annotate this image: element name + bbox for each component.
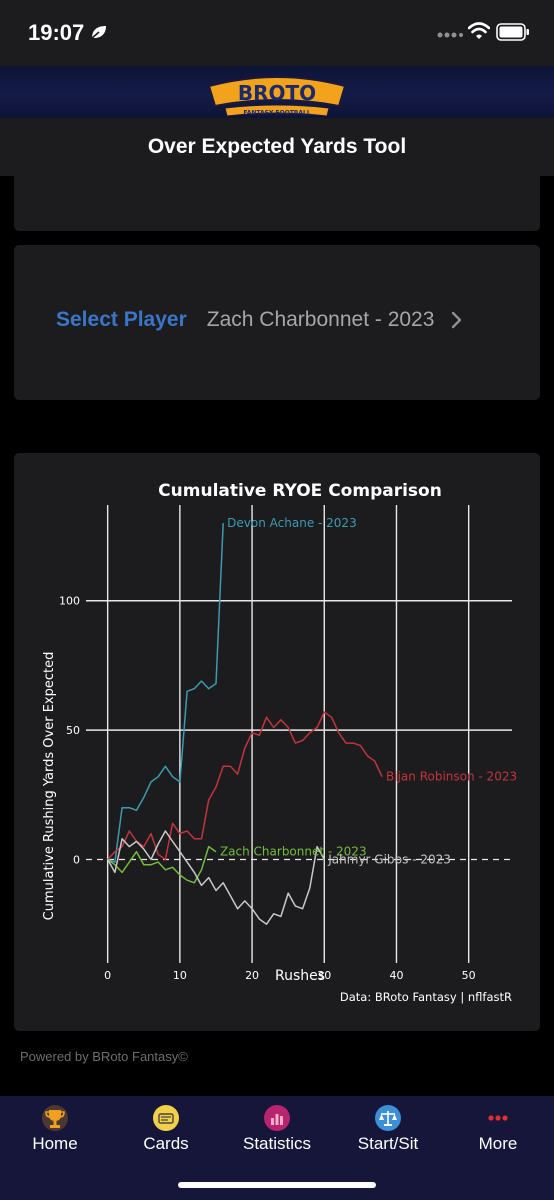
chart-card: Cumulative RYOE Comparison 0 10 20 30 40 50 0 5… xyxy=(14,453,540,1031)
broto-logo: BROTO FANTASY FOOTBALL xyxy=(207,76,347,117)
series-end-label: Devon Achane - 2023 xyxy=(227,516,357,530)
status-time: 19:07 xyxy=(28,20,85,45)
home-indicator xyxy=(178,1182,376,1188)
series-end-label: Jahmyr Gibbs - 2023 xyxy=(327,852,451,866)
series-line xyxy=(107,830,325,925)
tab-home[interactable]: Home xyxy=(0,1104,110,1154)
x-tick-label: 0 xyxy=(104,969,111,982)
select-player-label[interactable]: Select Player xyxy=(56,308,187,331)
page-title: Over Expected Yards Tool xyxy=(147,135,407,158)
series-line xyxy=(107,523,224,863)
trophy-icon xyxy=(42,1105,68,1131)
x-tick-label: 40 xyxy=(389,969,403,982)
selected-player-value[interactable]: Zach Charbonnet - 2023 xyxy=(206,308,435,331)
chart-source-note: Data: BRoto Fantasy | nflfastR xyxy=(340,990,512,1004)
powered-by-text: Powered by BRoto Fantasy© xyxy=(20,1049,188,1064)
svg-text:FANTASY FOOTBALL: FANTASY FOOTBALL xyxy=(243,110,311,117)
tab-statistics-label[interactable]: Statistics xyxy=(242,1134,312,1153)
y-tick-label: 100 xyxy=(59,595,80,608)
chart-title: Cumulative RYOE Comparison xyxy=(158,481,442,501)
title-bar: Over Expected Yards Tool xyxy=(0,118,554,176)
status-bar: 19:07 xyxy=(0,0,554,66)
series-end-label: Bijan Robinson - 2023 xyxy=(386,770,517,784)
top-card xyxy=(14,176,540,231)
series-end-label: Zach Charbonnet - 2023 xyxy=(220,845,367,859)
chevron-right-icon[interactable] xyxy=(450,311,462,329)
series-line xyxy=(107,845,217,884)
x-tick-label: 30 xyxy=(317,969,331,982)
scales-icon xyxy=(375,1105,401,1131)
ryoe-chart: Cumulative RYOE Comparison 0 10 20 30 40 50 0 5… xyxy=(42,481,517,1004)
x-tick-label: 50 xyxy=(462,969,476,982)
more-dots-icon xyxy=(488,1115,508,1121)
tab-more[interactable]: More xyxy=(443,1104,553,1154)
battery-icon xyxy=(496,23,529,41)
signal-icon xyxy=(437,32,463,38)
wifi-icon xyxy=(468,22,490,39)
tab-start-sit-label[interactable]: Start/Sit xyxy=(357,1134,419,1153)
tab-more-label[interactable]: More xyxy=(478,1134,518,1153)
y-tick-label: 50 xyxy=(66,724,80,737)
svg-text:BROTO: BROTO xyxy=(238,81,316,105)
tab-statistics[interactable]: Statistics xyxy=(222,1104,332,1154)
cards-icon xyxy=(153,1105,179,1131)
x-axis-label: Rushes xyxy=(275,968,325,984)
tab-start-sit[interactable]: Start/Sit xyxy=(333,1104,443,1154)
tab-home-label[interactable]: Home xyxy=(32,1134,78,1153)
player-select-card[interactable]: Select Player Zach Charbonnet - 2023 xyxy=(14,245,540,400)
series-line xyxy=(107,711,383,861)
x-tick-label: 20 xyxy=(245,969,259,982)
tab-cards[interactable]: Cards xyxy=(111,1104,221,1154)
tab-cards-label[interactable]: Cards xyxy=(143,1134,189,1153)
y-tick-label: 0 xyxy=(73,853,80,866)
content-area[interactable]: Select Player Zach Charbonnet - 2023 Cum… xyxy=(0,176,554,1096)
player-select-row[interactable]: Select Player Zach Charbonnet - 2023 xyxy=(56,308,462,332)
bar-chart-icon xyxy=(264,1105,290,1131)
x-tick-label: 10 xyxy=(173,969,187,982)
y-axis-label: Cumulative Rushing Yards Over Expected xyxy=(42,652,57,921)
leaf-icon xyxy=(90,26,106,40)
